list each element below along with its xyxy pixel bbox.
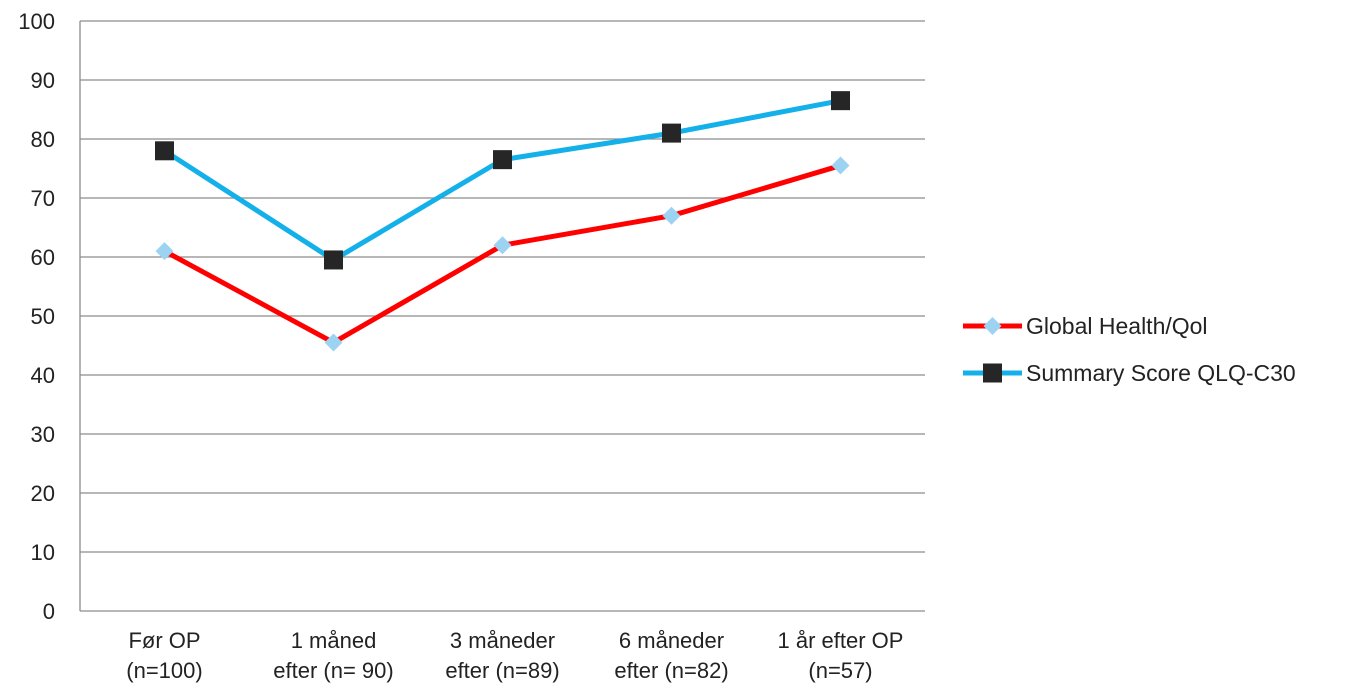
data-point (662, 123, 681, 143)
y-tick-label: 10 (31, 540, 55, 565)
y-tick-label: 40 (31, 363, 55, 388)
y-tick-label: 0 (43, 599, 55, 624)
y-tick-label: 50 (31, 304, 55, 329)
data-point (662, 206, 681, 225)
legend-marker-0 (983, 317, 1002, 335)
series-lines (162, 98, 843, 346)
legend-label: Summary Score QLQ-C30 (1026, 360, 1296, 386)
series-line-1 (162, 98, 843, 263)
y-tick-label: 80 (31, 127, 55, 152)
axes (79, 21, 925, 612)
x-category-label: efter (n= 90) (273, 658, 393, 683)
y-tick-label: 60 (31, 245, 55, 270)
y-tick-label: 20 (31, 481, 55, 506)
legend-marker-1 (983, 363, 1002, 383)
x-category-label: 1 år efter OP (778, 628, 904, 653)
data-point (155, 141, 174, 161)
legend: Global Health/Qol Summary Score QLQ-C30 (963, 313, 1296, 386)
x-category-label: (n=57) (808, 658, 872, 683)
x-category-label: 6 måneder (619, 628, 724, 653)
data-point (831, 91, 850, 111)
y-tick-label: 100 (18, 9, 55, 34)
x-category-label: 3 måneder (450, 628, 555, 653)
y-axis-ticks: 0 10 20 30 40 50 60 70 80 90 100 (18, 9, 55, 624)
data-point (493, 236, 512, 255)
y-tick-label: 90 (31, 68, 55, 93)
data-point (831, 156, 850, 175)
y-tick-label: 70 (31, 186, 55, 211)
data-point (324, 250, 343, 270)
x-axis-categories: Før OP (n=100) 1 måned efter (n= 90) 3 måned… (126, 628, 903, 683)
x-category-label: Før OP (128, 628, 200, 653)
data-point (155, 242, 174, 261)
x-category-label: (n=100) (126, 658, 202, 683)
y-tick-label: 30 (31, 422, 55, 447)
series-markers (155, 91, 850, 352)
x-category-label: efter (n=89) (445, 658, 559, 683)
x-category-label: efter (n=82) (614, 658, 728, 683)
data-point (493, 150, 512, 170)
x-category-label: 1 måned (291, 628, 377, 653)
gridlines (80, 20, 925, 553)
data-point (324, 333, 343, 352)
legend-label: Global Health/Qol (1026, 313, 1208, 339)
